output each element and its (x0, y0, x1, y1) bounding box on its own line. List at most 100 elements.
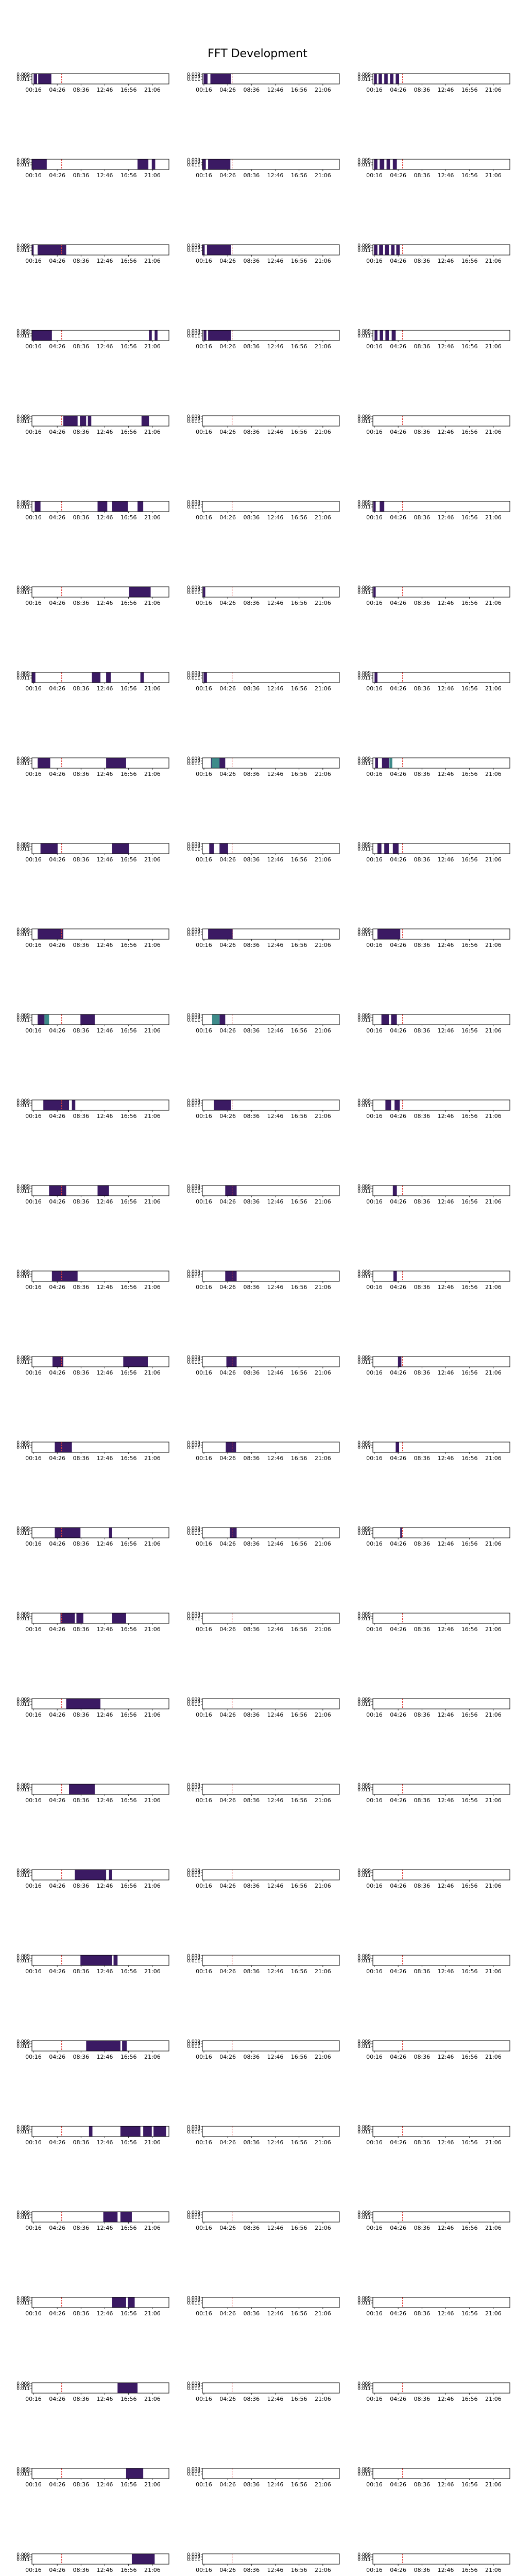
x-tick-label: 04:26 (390, 343, 406, 350)
x-tick-label: 00:16 (366, 2310, 383, 2317)
x-tick-label: 08:36 (414, 514, 430, 521)
y-tick-label: 0.009 (187, 1700, 200, 1705)
y-tick-label: 0.009 (16, 1355, 30, 1360)
x-tick-label: 12:46 (267, 1113, 284, 1120)
panel-frame (372, 843, 510, 854)
panel-background (373, 1528, 510, 1538)
y-tick-label: 0.011 (357, 2130, 371, 2135)
x-tick-label: 08:36 (414, 1369, 430, 1376)
panel-frame (202, 2468, 340, 2479)
x-tick-label: 00:16 (196, 514, 212, 521)
x-tick-label: 04:26 (390, 514, 406, 521)
x-tick-label: 08:36 (414, 2310, 430, 2317)
x-tick-label: 08:36 (414, 1455, 430, 1462)
panel-frame (202, 501, 340, 512)
panel-frame (31, 586, 169, 598)
x-tick-label: 16:56 (291, 1540, 307, 1547)
y-tick-label: 0.011 (187, 2386, 200, 2392)
x-tick-label: 04:26 (390, 2567, 406, 2573)
panel-frame (202, 672, 340, 683)
y-tick-label: 0.011 (357, 77, 371, 82)
x-tick-label: 16:56 (121, 2225, 137, 2231)
y-tick-label: 0.009 (187, 1871, 200, 1876)
y-tick-label: 0.011 (16, 2386, 30, 2392)
data-band (374, 74, 377, 84)
x-tick-label: 00:16 (366, 1540, 383, 1547)
x-tick-label: 00:16 (25, 258, 42, 264)
panel-frame (372, 586, 510, 598)
y-tick-label: 0.009 (187, 2555, 200, 2560)
panel-frame (31, 1955, 169, 1966)
x-tick-label: 16:56 (121, 258, 137, 264)
x-tick-label: 16:56 (291, 685, 307, 692)
y-tick-label: 0.009 (357, 1871, 371, 1876)
x-tick-label: 12:46 (438, 2310, 454, 2317)
panel-frame (202, 1442, 340, 1453)
y-tick-label: 0.009 (187, 1785, 200, 1790)
y-tick-label: 0.009 (187, 246, 200, 251)
panel-background (202, 1185, 339, 1196)
panel-frame (202, 2382, 340, 2394)
x-tick-label: 00:16 (25, 429, 42, 435)
y-tick-label: 0.009 (357, 673, 371, 679)
panel-background (373, 1955, 510, 1965)
x-tick-label: 00:16 (196, 1198, 212, 1205)
y-tick-label: 0.009 (187, 500, 200, 505)
x-tick-label: 21:06 (315, 2054, 331, 2060)
y-tick-label: 0.011 (187, 1788, 200, 1793)
x-tick-label: 08:36 (73, 1455, 89, 1462)
y-tick-label: 0.009 (357, 502, 371, 507)
x-tick-label: 12:46 (97, 1027, 113, 1034)
y-tick-label: 0.009 (187, 1184, 200, 1189)
x-tick-label: 00:16 (25, 2567, 42, 2573)
y-tick-label: 0.009 (16, 1443, 30, 1448)
x-tick-label: 21:06 (485, 2481, 502, 2488)
x-tick-label: 21:06 (144, 1883, 161, 1889)
x-tick-label: 04:26 (219, 2567, 236, 2573)
y-tick-label: 0.011 (187, 761, 200, 767)
x-tick-label: 04:26 (219, 2225, 236, 2231)
x-tick-label: 12:46 (267, 771, 284, 777)
x-tick-label: 12:46 (438, 856, 454, 863)
x-tick-label: 21:06 (315, 258, 331, 264)
x-tick-label: 08:36 (414, 1284, 430, 1291)
x-tick-label: 21:06 (144, 1198, 161, 1205)
panel-frame (202, 1185, 340, 1196)
y-tick-label: 0.009 (16, 2469, 30, 2475)
x-tick-label: 16:56 (121, 2310, 137, 2317)
x-tick-label: 21:06 (485, 600, 502, 606)
y-tick-label: 0.009 (357, 414, 371, 419)
x-tick-label: 16:56 (291, 771, 307, 777)
x-tick-label: 12:46 (438, 1883, 454, 1889)
x-tick-label: 12:46 (267, 1027, 284, 1034)
panel-background (373, 2468, 510, 2479)
panel-frame (31, 1099, 169, 1111)
panel-frame (202, 586, 340, 598)
x-tick-label: 12:46 (267, 2310, 284, 2317)
x-tick-label: 00:16 (25, 1626, 42, 1633)
panel-frame (372, 415, 510, 427)
y-tick-label: 0.009 (16, 756, 30, 761)
data-band (380, 330, 383, 341)
data-band (103, 2212, 118, 2222)
panel-frame (31, 672, 169, 683)
x-tick-label: 12:46 (438, 87, 454, 93)
x-tick-label: 16:56 (461, 87, 478, 93)
y-tick-label: 0.009 (16, 1526, 30, 1531)
y-tick-label: 0.011 (357, 1873, 371, 1878)
x-tick-label: 16:56 (121, 2396, 137, 2402)
y-tick-label: 0.009 (357, 1783, 371, 1788)
x-tick-label: 21:06 (485, 1113, 502, 1120)
y-tick-label: 0.009 (357, 2469, 371, 2475)
data-band (390, 74, 393, 84)
x-tick-label: 08:36 (414, 1711, 430, 1718)
x-tick-label: 08:36 (243, 1455, 260, 1462)
data-band (38, 74, 52, 84)
data-band (109, 1528, 112, 1538)
x-tick-label: 21:06 (315, 1455, 331, 1462)
y-tick-label: 0.011 (357, 1275, 371, 1280)
x-tick-label: 21:06 (144, 258, 161, 264)
panel-background (202, 587, 339, 597)
x-tick-label: 00:16 (25, 1369, 42, 1376)
x-tick-label: 21:06 (144, 771, 161, 777)
